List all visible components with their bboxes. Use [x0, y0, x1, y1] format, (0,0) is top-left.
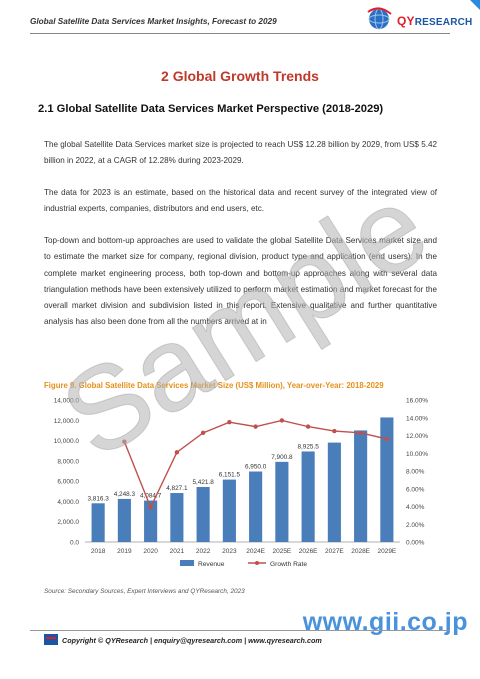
growth-rate-point [122, 439, 127, 444]
y-right-tick-label: 6.00% [406, 486, 425, 493]
legend-growth-label: Growth Rate [270, 561, 307, 568]
qyresearch-logo: QYRESEARCH [365, 6, 472, 32]
x-tick-label: 2026E [299, 548, 318, 555]
x-tick-label: 2029E [377, 548, 396, 555]
revenue-bar [380, 417, 394, 542]
footer-copyright: Copyright © QYResearch | enquiry@qyresea… [62, 636, 322, 645]
revenue-bar [275, 461, 289, 542]
revenue-data-label: 4,248.3 [114, 491, 136, 498]
x-tick-label: 2027E [325, 548, 344, 555]
y-left-tick-label: 6,000.0 [57, 479, 79, 486]
growth-rate-point [358, 430, 363, 436]
y-right-tick-label: 10.00% [406, 451, 428, 458]
growth-rate-point [305, 424, 311, 429]
y-right-tick-label: 12.00% [406, 433, 428, 440]
y-right-tick-label: 14.00% [406, 415, 428, 422]
revenue-data-label: 8,925.5 [297, 443, 319, 450]
y-right-tick-label: 2.00% [406, 522, 425, 529]
revenue-bar [327, 442, 341, 542]
growth-rate-point [200, 430, 206, 436]
x-tick-label: 2018 [91, 548, 106, 555]
logo-text: QYRESEARCH [397, 14, 473, 28]
footer-rule [30, 630, 450, 631]
revenue-bar [117, 498, 131, 542]
paragraph-estimate-note: The data for 2023 is an estimate, based … [44, 188, 437, 214]
revenue-bar [144, 500, 158, 542]
header-rule [30, 33, 450, 34]
x-tick-label: 2025E [272, 548, 291, 555]
paragraph-methodology: Top-down and bottom-up approaches are us… [44, 236, 437, 327]
y-right-tick-label: 8.00% [406, 469, 425, 476]
y-left-tick-label: 12,000.0 [54, 418, 80, 425]
growth-rate-point [174, 450, 180, 455]
growth-rate-point [253, 424, 258, 429]
page-header: Global Satellite Data Services Market In… [0, 0, 480, 42]
market-size-chart: 0.0 2,000.0 4,000.0 6,000.0 8,000.0 10,000.0 1… [54, 398, 429, 569]
gii-site-mark: www.gii.co.jp [302, 608, 468, 636]
globe-icon [367, 7, 392, 30]
revenue-bar [196, 487, 210, 542]
x-tick-label: 2028E [351, 548, 370, 555]
revenue-data-label: 4,084.7 [140, 493, 162, 500]
growth-rate-point [227, 419, 232, 425]
section-title: 2 Global Growth Trends [161, 68, 319, 84]
revenue-bar [91, 503, 105, 542]
y-left-tick-label: 4,000.0 [57, 499, 79, 506]
footer-logo-icon [44, 634, 58, 645]
corner-ribbon [470, 0, 480, 10]
revenue-bar [170, 493, 184, 542]
legend-revenue-swatch [180, 560, 194, 566]
x-tick-label: 2024E [246, 548, 265, 555]
y-left-tick-label: 8,000.0 [57, 458, 79, 465]
revenue-data-label: 3,816.3 [87, 495, 109, 502]
revenue-data-label: 4,827.1 [166, 485, 188, 492]
figure-caption: Figure 9. Global Satellite Data Services… [44, 381, 384, 390]
header-title: Global Satellite Data Services Market In… [30, 17, 277, 26]
source-note: Source: Secondary Sources, Expert Interv… [44, 588, 245, 595]
legend-revenue-label: Revenue [198, 561, 225, 568]
growth-rate-point [148, 505, 153, 510]
revenue-bar [354, 430, 368, 542]
y-left-tick-label: 10,000.0 [54, 438, 80, 445]
growth-rate-point [332, 428, 337, 434]
revenue-bar [222, 479, 236, 542]
y-right-tick-label: 0.00% [406, 540, 425, 547]
revenue-data-label: 6,151.5 [219, 472, 241, 479]
subsection-title: 2.1 Global Satellite Data Services Marke… [38, 103, 384, 115]
paragraph-market-size: The global Satellite Data Services marke… [44, 140, 437, 166]
x-tick-label: 2020 [143, 548, 158, 555]
growth-rate-point [384, 436, 390, 442]
x-tick-label: 2021 [170, 548, 185, 555]
x-tick-label: 2019 [117, 548, 132, 555]
revenue-bar [301, 451, 315, 542]
revenue-bar [249, 471, 263, 542]
x-tick-label: 2023 [222, 548, 237, 555]
legend-growth-marker [255, 561, 259, 565]
revenue-data-label: 7,900.8 [271, 454, 293, 461]
revenue-data-label: 5,421.8 [192, 479, 214, 486]
y-left-tick-label: 0.0 [70, 540, 79, 547]
revenue-data-label: 6,950.0 [245, 464, 267, 471]
y-left-tick-label: 2,000.0 [57, 519, 79, 526]
growth-rate-point [279, 418, 285, 423]
y-right-tick-label: 16.00% [406, 398, 428, 405]
y-left-tick-label: 14,000.0 [54, 398, 80, 405]
x-tick-label: 2022 [196, 548, 211, 555]
y-right-tick-label: 4.00% [406, 504, 425, 511]
